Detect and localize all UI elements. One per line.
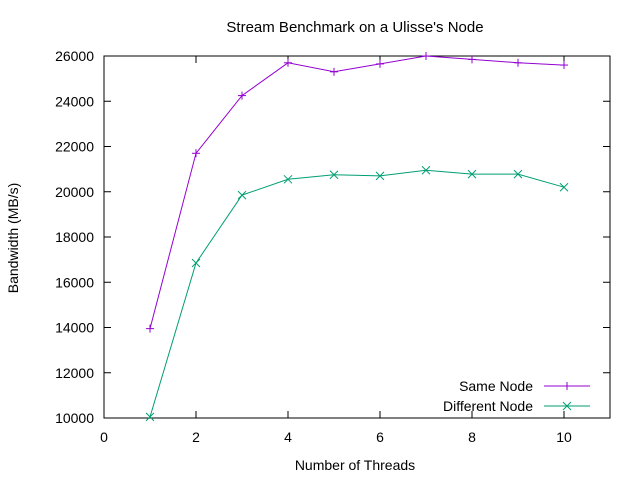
plot-area <box>103 55 611 419</box>
legend-item: Different Node <box>443 398 590 414</box>
data-point <box>283 174 293 184</box>
data-point <box>559 182 569 192</box>
legend: Same Node Different Node <box>443 378 590 414</box>
legend-label: Different Node <box>443 398 533 414</box>
data-point <box>330 67 338 76</box>
y-axis-label: Bandwidth (MB/s) <box>5 183 21 293</box>
data-point <box>284 58 292 67</box>
y-tick-label: 10000 <box>55 410 94 426</box>
x-tick-label: 4 <box>284 429 292 445</box>
legend-marker <box>563 382 571 390</box>
y-tick-label: 26000 <box>55 48 94 64</box>
plot-frame <box>103 55 611 419</box>
data-point <box>513 169 523 179</box>
data-point <box>145 412 155 422</box>
legend-item: Same Node <box>459 378 590 394</box>
x-tick-label: 2 <box>192 429 200 445</box>
data-point <box>238 91 246 100</box>
series-layer <box>145 52 569 422</box>
x-tick-label: 6 <box>376 429 384 445</box>
data-point <box>514 58 522 67</box>
data-point <box>560 61 568 70</box>
y-tick-label: 14000 <box>55 320 94 336</box>
data-point <box>422 52 430 60</box>
y-tick-label: 12000 <box>55 365 94 381</box>
data-point <box>191 258 201 268</box>
data-point <box>421 165 431 175</box>
series-different-node <box>145 165 569 422</box>
y-tick-label: 24000 <box>55 93 94 109</box>
series-line <box>149 55 565 329</box>
y-tick-label: 20000 <box>55 184 94 200</box>
x-tick-label: 0 <box>100 429 108 445</box>
y-tick-label: 16000 <box>55 274 94 290</box>
data-point <box>467 169 477 179</box>
x-tick-label: 8 <box>468 429 476 445</box>
data-point <box>329 170 339 180</box>
legend-marker <box>562 401 572 411</box>
data-point <box>468 55 476 64</box>
data-point <box>146 324 154 333</box>
y-axis: 10000 12000 14000 16000 18000 20000 22000 24000… <box>55 48 610 426</box>
data-point <box>237 190 247 200</box>
series-line <box>149 169 565 418</box>
chart-title: Stream Benchmark on a Ulisse's Node <box>226 19 483 36</box>
data-point <box>192 149 200 158</box>
data-point <box>376 59 384 68</box>
y-tick-label: 18000 <box>55 229 94 245</box>
x-tick-label: 10 <box>556 429 572 445</box>
data-point <box>375 171 385 181</box>
y-tick-label: 22000 <box>55 139 94 155</box>
legend-label: Same Node <box>459 378 533 394</box>
x-axis-label: Number of Threads <box>295 457 415 473</box>
series-same-node <box>146 52 568 333</box>
